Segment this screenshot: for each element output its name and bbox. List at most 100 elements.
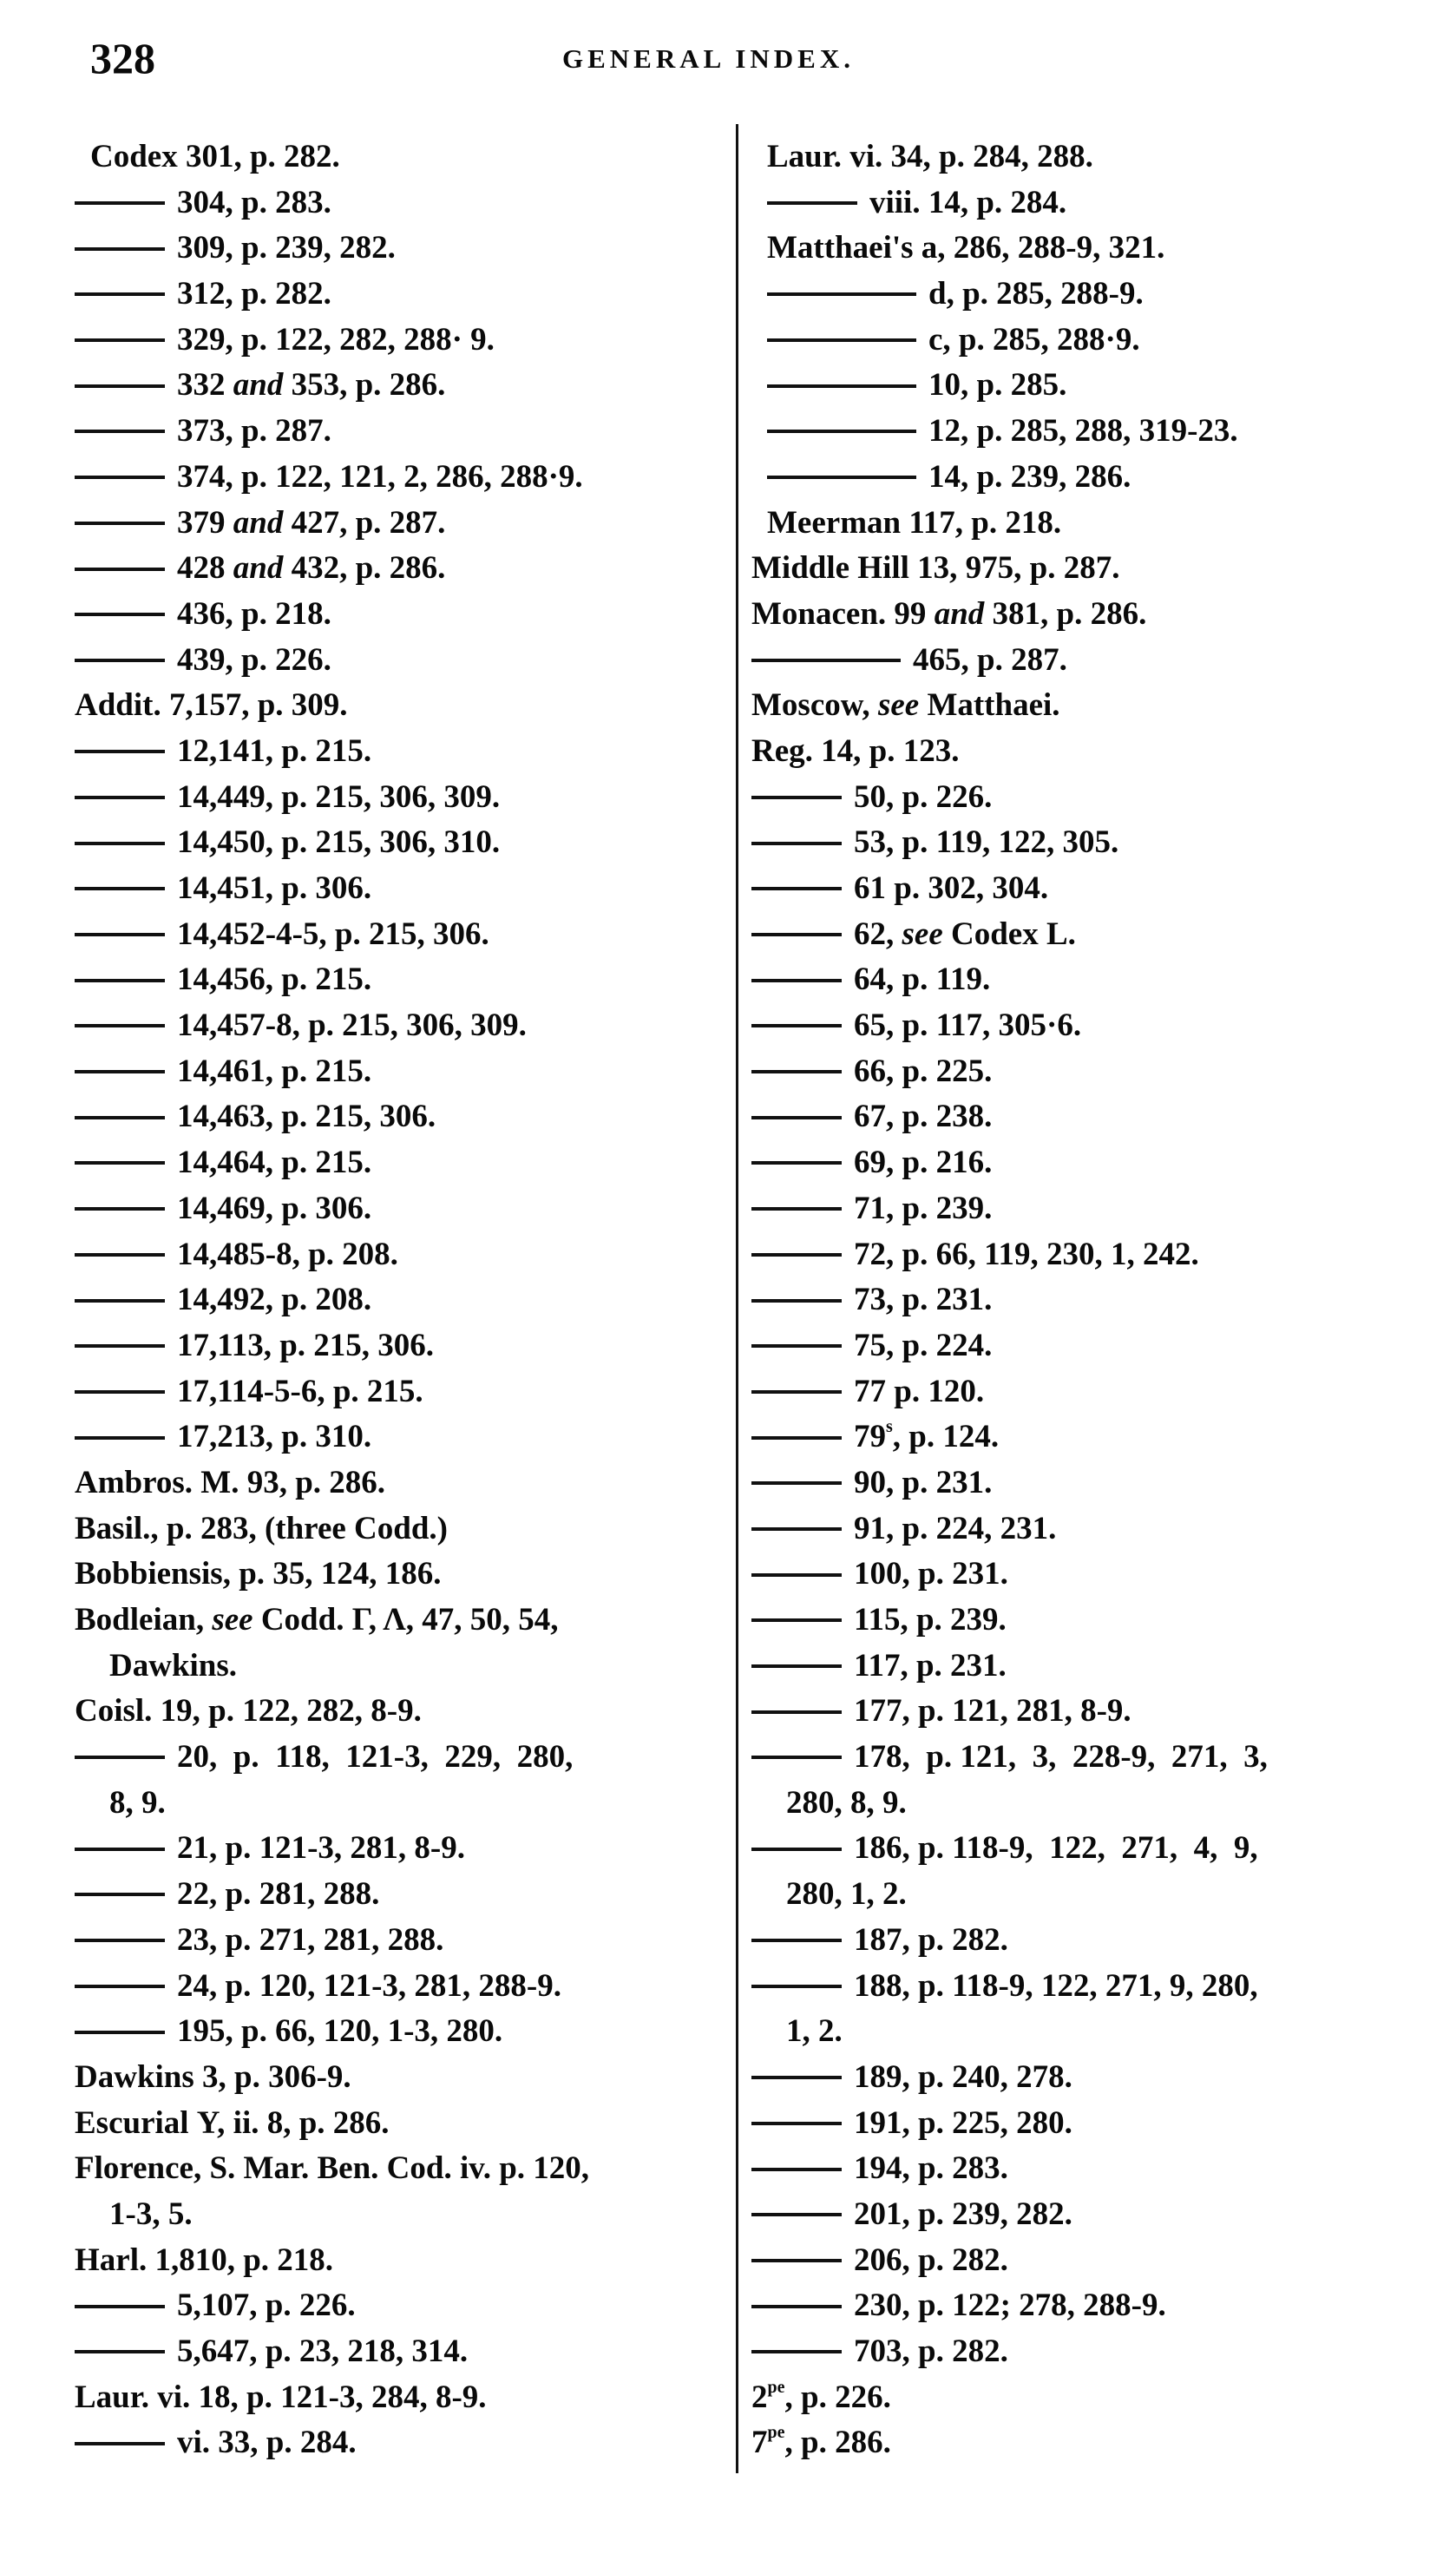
- entry-text: 1, 2.: [786, 2013, 843, 2050]
- index-entry: 72, p. 66, 119, 230, 1, 242.: [751, 1232, 1376, 1278]
- index-entry: Harl. 1,810, p. 218.: [75, 2238, 725, 2284]
- ditto-dash: [767, 476, 916, 480]
- index-entry: 115, p. 239.: [751, 1598, 1376, 1644]
- ditto-dash: [75, 1984, 165, 1988]
- index-entry: 23, p. 271, 281, 288.: [75, 1918, 725, 1964]
- entry-text: 188, p. 118-9, 122, 271, 9, 280,: [854, 1967, 1258, 2004]
- ditto-dash: [75, 2350, 165, 2354]
- ditto-dash: [751, 887, 842, 891]
- index-entry-continuation: 280, 8, 9.: [751, 1781, 1376, 1827]
- entry-text: 191, p. 225, 280.: [854, 2104, 1072, 2141]
- entry-text: 62,: [854, 916, 902, 952]
- index-entry: 14,457-8, p. 215, 306, 309.: [75, 1003, 725, 1049]
- entry-text: 23, p. 271, 281, 288.: [177, 1921, 444, 1958]
- index-entry: Middle Hill 13, 975, p. 287.: [751, 546, 1376, 592]
- entry-text: Dawkins 3, p. 306-9.: [75, 2058, 351, 2095]
- entry-text: 22, p. 281, 288.: [177, 1876, 380, 1913]
- entry-text: 381, p. 286.: [984, 595, 1147, 632]
- index-entry: 67, p. 238.: [751, 1094, 1376, 1140]
- entry-text: 65, p. 117, 305·6.: [854, 1008, 1082, 1044]
- index-entry: 14,461, p. 215.: [75, 1049, 725, 1095]
- index-entry: 117, p. 231.: [751, 1644, 1376, 1690]
- entry-text: 14,492, p. 208.: [177, 1282, 372, 1318]
- entry-text: 61 p. 302, 304.: [854, 870, 1049, 906]
- entry-text: 14,452-4-5, p. 215, 306.: [177, 916, 489, 952]
- index-entry: 178, p. 121, 3, 228-9, 271, 3,: [751, 1735, 1376, 1781]
- ditto-dash: [75, 1207, 165, 1211]
- entry-text: Codex L.: [942, 916, 1076, 952]
- entry-text: Florence, S. Mar. Ben. Cod. iv. p. 120,: [75, 2150, 590, 2187]
- index-entry: 14, p. 239, 286.: [751, 455, 1376, 501]
- entry-text: Reg. 14, p. 123.: [751, 732, 960, 769]
- ditto-dash: [767, 338, 916, 343]
- index-entry: 312, p. 282.: [75, 272, 725, 318]
- index-entry: 465, p. 287.: [751, 638, 1376, 684]
- index-entry-continuation: 8, 9.: [75, 1781, 725, 1827]
- index-entry: 188, p. 118-9, 122, 271, 9, 280,: [751, 1964, 1376, 2010]
- entry-text: 91, p. 224, 231.: [854, 1510, 1057, 1546]
- entry-text: 201, p. 239, 282.: [854, 2196, 1072, 2232]
- entry-text: , p. 226.: [784, 2379, 891, 2415]
- index-column-left: Codex 301, p. 282. 304, p. 283. 309, p. 23…: [75, 135, 725, 2466]
- entry-text: 14,450, p. 215, 306, 310.: [177, 824, 501, 861]
- index-entry: Laur. vi. 34, p. 284, 288.: [751, 135, 1376, 181]
- entry-text: vi. 33, p. 284.: [177, 2425, 357, 2461]
- index-entry: Ambros. M. 93, p. 286.: [75, 1461, 725, 1506]
- index-entry: 24, p. 120, 121-3, 281, 288-9.: [75, 1964, 725, 2010]
- ditto-dash: [75, 476, 165, 480]
- ditto-dash: [751, 1756, 842, 1760]
- italic-word: and: [934, 595, 985, 632]
- entry-text: 177, p. 121, 281, 8-9.: [854, 1693, 1131, 1730]
- entry-text: 10, p. 285.: [928, 367, 1067, 404]
- ditto-dash: [75, 1893, 165, 1897]
- ditto-dash: [751, 1161, 842, 1165]
- index-entry: 14,485-8, p. 208.: [75, 1232, 725, 1278]
- entry-text: 12, p. 285, 288, 319-23.: [928, 413, 1238, 450]
- entry-text: 703, p. 282.: [854, 2334, 1008, 2369]
- entry-text: 329, p. 122, 282, 288· 9.: [177, 321, 495, 358]
- entry-text: Ambros. M. 93, p. 286.: [75, 1464, 386, 1500]
- index-entry: Bobbiensis, p. 35, 124, 186.: [75, 1552, 725, 1598]
- ditto-dash: [75, 1847, 165, 1851]
- index-entry: 50, p. 226.: [751, 775, 1376, 821]
- entry-text: 5,107, p. 226.: [177, 2288, 356, 2324]
- entry-text: 436, p. 218.: [177, 595, 331, 632]
- index-entry: 64, p. 119.: [751, 957, 1376, 1003]
- entry-text: Codd. Γ, Λ, 47, 50, 54,: [253, 1602, 559, 1638]
- entry-text: Matthaei's a, 286, 288-9, 321.: [767, 230, 1165, 266]
- ditto-dash: [751, 1618, 842, 1623]
- ditto-dash: [75, 887, 165, 891]
- ditto-dash: [751, 1024, 842, 1028]
- entry-text: 309, p. 239, 282.: [177, 230, 396, 266]
- entry-text: 280, 1, 2.: [786, 1876, 907, 1913]
- entry-text: 14, p. 239, 286.: [928, 458, 1131, 495]
- entry-text: 71, p. 239.: [854, 1190, 993, 1226]
- ditto-dash: [767, 430, 916, 434]
- index-entry: 187, p. 282.: [751, 1918, 1376, 1964]
- entry-text: 312, p. 282.: [177, 276, 331, 312]
- entry-text: d, p. 285, 288-9.: [928, 276, 1144, 312]
- superscript: s: [886, 1417, 893, 1437]
- index-entry: Dawkins 3, p. 306-9.: [75, 2055, 725, 2101]
- index-entry: 206, p. 282.: [751, 2238, 1376, 2284]
- index-entry: 71, p. 239.: [751, 1186, 1376, 1232]
- entry-text: 374, p. 122, 121, 2, 286, 288·9.: [177, 458, 583, 495]
- column-divider: [736, 124, 738, 2473]
- entry-text: 14,451, p. 306.: [177, 870, 372, 906]
- entry-text: 100, p. 231.: [854, 1556, 1008, 1592]
- entry-text: 14,449, p. 215, 306, 309.: [177, 778, 501, 815]
- index-entry: 91, p. 224, 231.: [751, 1506, 1376, 1552]
- index-entry: 100, p. 231.: [751, 1552, 1376, 1598]
- entry-text: 7: [751, 2425, 768, 2461]
- entry-text: 69, p. 216.: [854, 1145, 993, 1181]
- italic-word: see: [877, 687, 920, 724]
- index-entry: 194, p. 283.: [751, 2146, 1376, 2192]
- entry-text: 280, 8, 9.: [786, 1784, 907, 1821]
- ditto-dash: [75, 658, 165, 662]
- index-entry: 73, p. 231.: [751, 1277, 1376, 1323]
- index-entry: 53, p. 119, 122, 305.: [751, 820, 1376, 866]
- entry-text: 117, p. 231.: [854, 1647, 1007, 1684]
- ditto-dash: [75, 1389, 165, 1394]
- entry-text: 178, p. 121, 3, 228-9, 271, 3,: [854, 1739, 1268, 1776]
- index-entry: 22, p. 281, 288.: [75, 1872, 725, 1918]
